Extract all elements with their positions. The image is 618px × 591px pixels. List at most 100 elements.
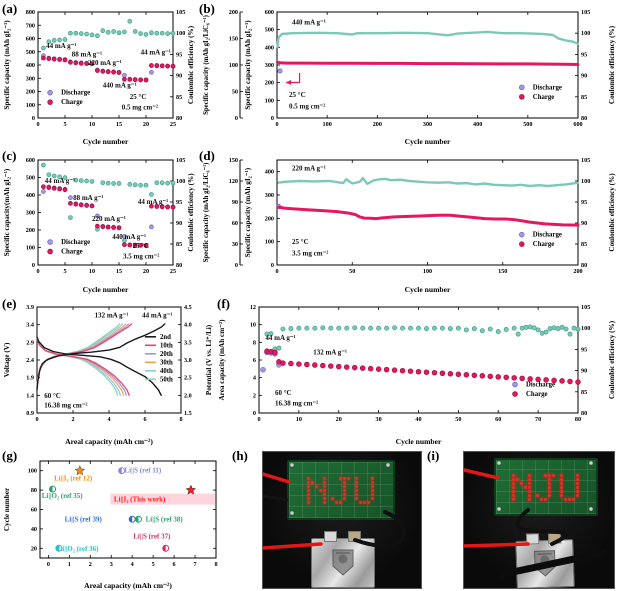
svg-text:600: 600: [26, 157, 35, 164]
panel-i-photo: [463, 451, 615, 589]
svg-text:5: 5: [63, 121, 66, 128]
svg-text:30th: 30th: [160, 359, 173, 366]
led-dot: [548, 490, 551, 493]
svg-text:3.0: 3.0: [184, 357, 192, 364]
svg-text:Coulombic efficiency (%): Coulombic efficiency (%): [187, 173, 195, 252]
svg-text:150: 150: [229, 36, 238, 43]
svg-text:500: 500: [265, 27, 274, 34]
panel-h-label: (h): [232, 448, 248, 463]
led-dot: [343, 493, 346, 496]
svg-text:1.4: 1.4: [26, 392, 34, 399]
svg-text:Discharge: Discharge: [533, 232, 562, 239]
svg-text:3.5 mg cm⁻²: 3.5 mg cm⁻²: [292, 250, 328, 258]
svg-text:100: 100: [265, 97, 274, 104]
svg-text:10th: 10th: [160, 342, 173, 349]
svg-text:120: 120: [229, 178, 238, 185]
svg-text:25 °C: 25 °C: [133, 242, 150, 250]
svg-text:132 mA g⁻¹: 132 mA g⁻¹: [313, 349, 347, 357]
led-dot: [307, 493, 310, 496]
svg-text:15: 15: [116, 121, 122, 128]
svg-text:25: 25: [170, 121, 176, 128]
led-dot: [363, 501, 366, 504]
svg-text:90: 90: [176, 73, 182, 80]
svg-text:8: 8: [253, 339, 256, 346]
svg-text:16.38 mg cm⁻²: 16.38 mg cm⁻²: [275, 400, 318, 408]
svg-text:80: 80: [581, 262, 587, 269]
board-screw: [386, 463, 390, 467]
svg-text:500: 500: [523, 121, 532, 128]
svg-text:Specific capacity (mAh gI₂/LiC: Specific capacity (mAh gI₂/LiC₆⁻¹): [203, 163, 210, 263]
svg-text:80: 80: [31, 487, 37, 494]
svg-text:100: 100: [581, 30, 590, 37]
led-dot: [560, 478, 563, 481]
svg-text:105: 105: [176, 9, 185, 16]
led-dot: [371, 489, 374, 492]
svg-text:40: 40: [31, 526, 37, 533]
svg-text:400: 400: [265, 169, 274, 176]
svg-text:85: 85: [581, 389, 587, 396]
svg-text:90: 90: [581, 73, 587, 80]
led-dot: [323, 485, 326, 488]
svg-text:3.9: 3.9: [26, 304, 34, 311]
panel-g-chart: 0 1 2 3 4 5 6 7 8 Areal capacity (mAh cm⁻²) 20 40 60…: [0, 447, 230, 591]
led-dot: [524, 486, 527, 489]
led-dot: [311, 481, 314, 484]
svg-text:60: 60: [495, 416, 501, 423]
led-dot: [576, 490, 579, 493]
panel-g-label: (g): [2, 448, 18, 463]
led-dot: [343, 485, 346, 488]
board-screw: [589, 461, 593, 465]
panel-f-label: (f): [217, 296, 230, 311]
svg-text:20th: 20th: [160, 351, 173, 358]
led-dot: [347, 477, 350, 480]
svg-text:132 mA g⁻¹: 132 mA g⁻¹: [95, 312, 129, 320]
led-dot: [343, 497, 346, 500]
svg-text:10: 10: [296, 416, 302, 423]
led-dot: [576, 482, 579, 485]
svg-text:90: 90: [232, 199, 238, 206]
svg-text:Charge: Charge: [526, 391, 548, 398]
svg-text:20: 20: [31, 545, 37, 552]
svg-text:2.4: 2.4: [26, 357, 34, 364]
svg-text:30: 30: [376, 416, 382, 423]
svg-text:Cycle number: Cycle number: [405, 137, 451, 146]
led-dot: [323, 501, 326, 504]
svg-text:5: 5: [152, 561, 155, 568]
svg-text:0: 0: [253, 410, 256, 417]
svg-text:0: 0: [257, 416, 260, 423]
svg-text:700: 700: [26, 22, 35, 29]
led-dot: [355, 489, 358, 492]
svg-text:2: 2: [253, 392, 256, 399]
panel-e-chart: 0 2 4 6 8 Areal capacity (mAh cm⁻²) 0.9 1.4 1.9 2…: [0, 295, 215, 447]
svg-text:800: 800: [26, 9, 35, 16]
svg-text:4: 4: [131, 561, 134, 568]
svg-text:2: 2: [71, 416, 74, 423]
svg-text:85: 85: [176, 241, 182, 248]
svg-text:Cycle number: Cycle number: [396, 437, 442, 446]
panel-e: (e) 0 2 4 6 8 Areal capacity (mAh cm⁻²) 0.9 1.4…: [0, 295, 215, 447]
board-screw: [290, 463, 294, 467]
svg-text:0: 0: [275, 268, 278, 275]
svg-text:6: 6: [253, 357, 256, 364]
svg-text:12: 12: [250, 304, 256, 311]
panel-d-chart: 0 50 100 150 200 Cycle number 0 100 200 300 400 Spe…: [197, 147, 618, 295]
svg-text:Charge: Charge: [61, 99, 83, 106]
svg-text:95: 95: [581, 51, 587, 58]
led-dot: [323, 489, 326, 492]
svg-text:100: 100: [265, 239, 274, 246]
pouch-tab: [324, 531, 337, 542]
svg-text:50th: 50th: [160, 376, 173, 383]
svg-text:105: 105: [581, 304, 590, 311]
led-dot: [307, 501, 310, 504]
pouch-tab: [547, 532, 562, 544]
svg-text:220 mA g⁻¹: 220 mA g⁻¹: [88, 59, 122, 67]
svg-text:Cycle number: Cycle number: [83, 285, 129, 294]
board-screw: [386, 511, 390, 515]
svg-text:Charge: Charge: [61, 249, 83, 256]
led-dot: [319, 489, 322, 492]
led-dot: [343, 477, 346, 480]
led-dot: [560, 482, 563, 485]
svg-text:Areal capacity (mAh cm⁻²): Areal capacity (mAh cm⁻²): [65, 437, 153, 446]
svg-text:0: 0: [36, 268, 39, 275]
svg-text:500: 500: [26, 175, 35, 182]
